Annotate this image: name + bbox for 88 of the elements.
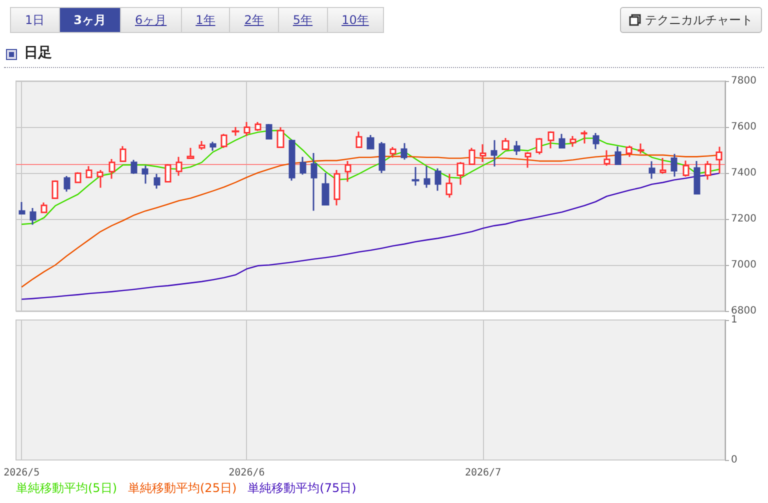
candlestick [514,140,520,156]
candlestick [548,130,554,150]
candlestick [558,133,566,150]
candlestick [310,152,318,212]
candlestick [592,132,600,150]
candlestick [232,126,240,136]
candlestick [614,146,622,166]
candlestick [480,144,486,163]
candlestick [254,121,262,132]
candlestick [412,166,420,186]
y-tick-label: 1 [731,314,738,326]
candlestick [276,126,284,148]
candlestick [334,169,340,206]
candlestick [244,121,250,137]
candlestick [40,202,48,214]
y-tick-label: 7600 [731,122,756,132]
candlestick [52,180,58,200]
line-series [20,172,720,300]
candlestick [18,201,26,214]
candlestick [30,207,36,226]
candlestick [64,175,70,192]
text: 1日 [11,8,60,32]
candlestick [108,158,116,180]
candlestick [604,149,610,166]
text: テクニカルチャート [645,12,753,28]
candlestick [130,159,138,175]
candlestick [220,133,228,149]
candlestick [356,130,362,148]
candlestick [490,139,498,168]
text: 単純移動平均(5日) [16,481,117,495]
candlestick [96,169,104,188]
y-tick-label: 6800 [731,306,756,316]
candlestick [648,160,656,180]
candlestick [266,123,272,140]
candlestick [344,160,352,182]
x-tick-label: 2026/7 [464,468,502,478]
candlestick [390,146,396,158]
candlestick [670,153,678,178]
text: 2年 [230,8,279,32]
candlestick [524,151,532,168]
candlestick [502,137,510,150]
text: 単純移動平均(25日) [128,481,237,495]
candlestick [288,138,296,182]
text: 10年 [328,8,383,32]
candlestick [660,157,666,174]
candlestick [434,168,442,192]
candlestick [322,172,330,206]
candlestick [210,140,216,152]
line-series [20,130,720,225]
candlestick [626,144,632,158]
candlestick [186,147,194,160]
candlestick [468,147,476,166]
text: 単純移動平均(75日) [248,481,356,495]
candlestick [198,140,206,151]
candlestick [154,173,160,190]
candlestick [176,156,182,177]
text: 5年 [278,8,328,32]
text: 3ヶ月 [60,8,121,32]
y-tick-label: 7000 [731,260,756,270]
candlestick [704,160,712,180]
y-tick-label: 0 [731,454,738,466]
text: 1年 [182,8,230,32]
candlestick [424,165,430,188]
candlestick [638,142,644,154]
candlestick [400,142,408,160]
x-tick-label: 2026/6 [228,468,265,478]
text: 6ヶ月 [121,8,182,32]
candlestick [456,161,464,186]
candlestick [366,134,374,150]
y-tick-label: 7400 [731,168,756,178]
candlestick [694,160,700,194]
candlestick [86,165,92,178]
candlestick [682,160,690,178]
candlestick [74,172,82,184]
x-tick-label: 2026/5 [4,468,40,478]
candlestick [142,164,148,184]
candlestick [580,130,588,144]
y-tick-label: 7200 [731,214,756,224]
candlestick [570,135,576,148]
candlestick [164,163,172,184]
candlestick [446,173,452,198]
candlestick [378,141,386,174]
candlestick [716,146,722,174]
chart-title: 日足 [24,44,52,62]
y-tick-label: 7800 [731,76,756,86]
candlestick [536,137,542,156]
candlestick [300,156,306,176]
candlestick [120,145,126,162]
